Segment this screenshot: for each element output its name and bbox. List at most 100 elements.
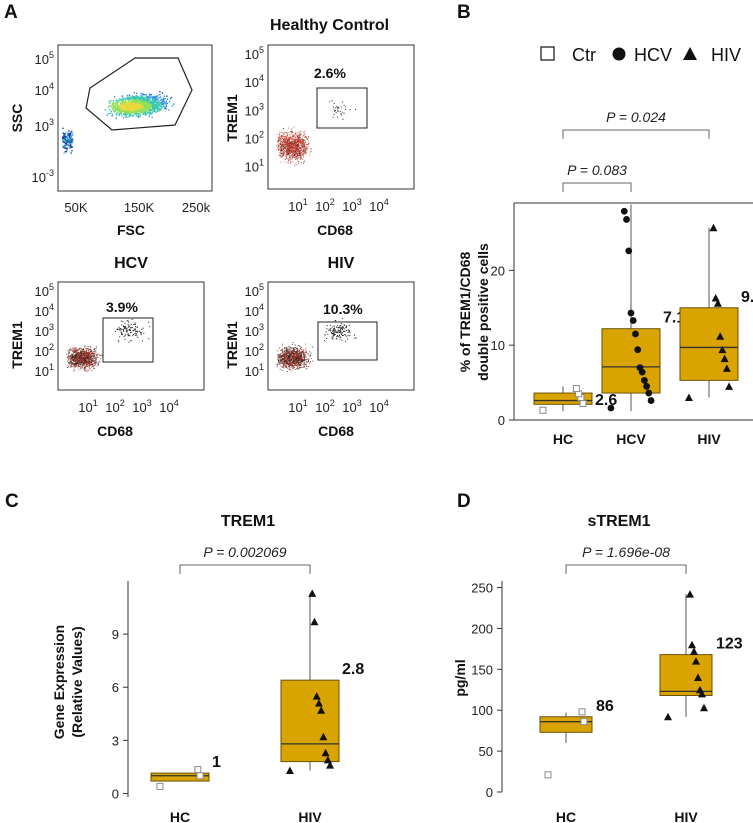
flow-event <box>122 333 124 335</box>
flow-event <box>75 349 77 351</box>
flow-event <box>85 354 87 356</box>
flow-event <box>293 348 294 350</box>
flow-event <box>298 138 300 140</box>
fsc-event <box>144 106 146 108</box>
flow-event <box>296 367 298 369</box>
flow-event <box>88 369 89 371</box>
flow-event <box>136 333 138 335</box>
flow-event <box>285 359 287 361</box>
flow-event <box>280 138 282 140</box>
flow-event <box>292 161 294 163</box>
flow-event <box>125 325 126 327</box>
fsc-event <box>161 101 163 104</box>
flow-event <box>291 138 293 140</box>
flow-event <box>279 152 281 153</box>
flow-event <box>277 358 278 360</box>
fsc-event <box>147 97 150 100</box>
flow-event <box>75 356 77 358</box>
fsc-event <box>142 113 145 115</box>
flow-event <box>310 357 312 359</box>
fsc-event <box>125 116 127 118</box>
flow-event <box>290 145 292 147</box>
flow-event <box>302 154 304 156</box>
flow-event <box>82 362 84 364</box>
flow-hcv-gate <box>102 317 154 363</box>
flow-event <box>308 142 310 144</box>
flow-event <box>95 358 96 360</box>
fsc-event <box>138 110 140 113</box>
fsc-event <box>132 109 134 111</box>
flow-event <box>84 359 86 361</box>
flow-event <box>342 111 344 113</box>
fsc-event <box>68 130 70 132</box>
flow-event <box>71 353 73 355</box>
flow-event <box>298 144 300 145</box>
flow-event <box>67 359 69 361</box>
flow-event <box>94 359 96 361</box>
fsc-event <box>64 133 66 135</box>
flow-event <box>90 347 92 348</box>
flow-event <box>91 360 93 362</box>
trem1-tick: 103 <box>245 101 264 118</box>
flow-event <box>287 132 288 134</box>
fsc-event <box>143 110 146 112</box>
flow-event <box>94 353 96 355</box>
flow-event <box>289 369 291 371</box>
flow-event <box>81 358 83 360</box>
flow-event <box>306 147 308 149</box>
flow-event <box>282 148 284 150</box>
flow-event <box>305 151 307 152</box>
fsc-event <box>159 91 161 93</box>
fsc-event <box>113 106 115 108</box>
flow-event <box>304 364 306 365</box>
flow-event <box>81 351 83 353</box>
flow-event <box>284 353 286 355</box>
flow-event <box>339 110 341 112</box>
flow-event <box>78 363 80 365</box>
flow-event <box>344 108 346 110</box>
flow-event <box>78 352 80 354</box>
fsc-event <box>148 98 151 101</box>
flow-event <box>296 361 297 363</box>
flow-event <box>291 357 293 359</box>
flow-event <box>299 153 301 155</box>
flow-event <box>290 147 292 149</box>
flow-event <box>305 136 307 137</box>
flow-event <box>307 139 308 140</box>
flow-event <box>289 154 291 156</box>
flow-event <box>287 134 289 136</box>
flow-event <box>282 151 284 153</box>
flow-event <box>280 141 282 142</box>
flow-event <box>79 363 81 365</box>
fsc-event <box>108 112 110 115</box>
flow-event <box>79 358 81 360</box>
trem1-tick: 102 <box>245 130 264 147</box>
flow-event <box>296 148 298 150</box>
flow-event <box>290 162 292 164</box>
fsc-event <box>146 97 148 99</box>
flow-event <box>297 365 299 367</box>
flow-event <box>294 147 296 148</box>
flow-event <box>286 371 288 372</box>
flow-event <box>285 143 287 145</box>
ssc-tick: 10-3 <box>32 168 54 185</box>
flow-event <box>302 148 304 150</box>
flow-event <box>306 149 307 151</box>
flow-event <box>75 361 77 363</box>
fsc-event <box>133 96 136 98</box>
flow-event <box>307 366 309 368</box>
flow-event <box>129 335 131 337</box>
flow-event <box>82 359 84 361</box>
fsc-event <box>127 97 129 100</box>
flow-event <box>75 348 77 350</box>
fsc-event <box>145 107 147 109</box>
flow-event <box>299 155 300 157</box>
flow-event <box>333 106 335 108</box>
fsc-event <box>127 116 129 118</box>
flow-event <box>286 135 288 137</box>
flow-event <box>84 358 86 359</box>
flow-event <box>88 366 90 368</box>
flow-event <box>291 131 293 132</box>
flow-event <box>292 149 294 151</box>
flow-event <box>284 360 286 362</box>
